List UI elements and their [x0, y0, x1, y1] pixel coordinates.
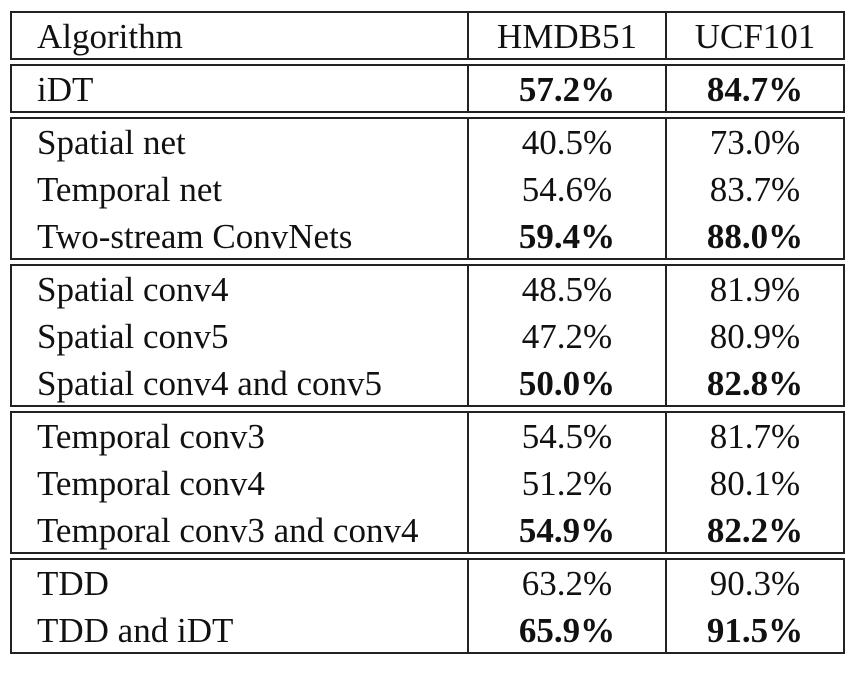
ucf101-cell: 84.7%	[706, 70, 804, 109]
hmdb51-cell: 59.4%	[518, 217, 616, 256]
hmdb51-cell: 63.2%	[521, 564, 613, 603]
table-group: Temporal conv3 54.5% 81.7% Temporal conv4 51…	[10, 411, 845, 554]
algorithm-cell: iDT	[37, 70, 94, 109]
hmdb51-cell: 57.2%	[518, 70, 616, 109]
table-row: Temporal conv3 and conv4 54.9% 82.2%	[12, 507, 843, 554]
ucf101-cell: 81.7%	[709, 417, 801, 456]
hmdb51-cell: 40.5%	[521, 123, 613, 162]
table-group: Spatial net 40.5% 73.0% Temporal net 54.6% 83…	[10, 117, 845, 260]
hmdb51-cell: 51.2%	[521, 464, 613, 503]
hmdb51-cell: 50.0%	[518, 364, 616, 403]
header-ucf101: UCF101	[694, 17, 816, 56]
table-row: TDD and iDT 65.9% 91.5%	[12, 607, 843, 654]
ucf101-cell: 80.9%	[709, 317, 801, 356]
algorithm-cell: Two-stream ConvNets	[37, 217, 353, 256]
algorithm-cell: Temporal conv3 and conv4	[37, 511, 419, 550]
ucf101-cell: 83.7%	[709, 170, 801, 209]
table-header: Algorithm HMDB51 UCF101	[10, 11, 845, 60]
hmdb51-cell: 65.9%	[518, 611, 616, 650]
table-row: Spatial conv5 47.2% 80.9%	[12, 313, 843, 360]
ucf101-cell: 82.8%	[706, 364, 804, 403]
hmdb51-cell: 48.5%	[521, 270, 613, 309]
ucf101-cell: 73.0%	[709, 123, 801, 162]
ucf101-cell: 88.0%	[706, 217, 804, 256]
hmdb51-cell: 54.5%	[521, 417, 613, 456]
ucf101-cell: 91.5%	[706, 611, 804, 650]
algorithm-cell: Spatial conv4 and conv5	[37, 364, 383, 403]
algorithm-cell: TDD	[37, 564, 109, 603]
hmdb51-cell: 54.6%	[521, 170, 613, 209]
hmdb51-cell: 54.9%	[518, 511, 616, 550]
hmdb51-cell: 47.2%	[521, 317, 613, 356]
ucf101-cell: 82.2%	[706, 511, 804, 550]
algorithm-cell: TDD and iDT	[37, 611, 234, 650]
table-row: TDD 63.2% 90.3%	[12, 560, 843, 607]
table-row: Temporal net 54.6% 83.7%	[12, 166, 843, 213]
header-algorithm: Algorithm	[37, 17, 183, 56]
algorithm-cell: Spatial conv5	[37, 317, 229, 356]
ucf101-cell: 81.9%	[709, 270, 801, 309]
table-row: Two-stream ConvNets 59.4% 88.0%	[12, 213, 843, 260]
table-row: iDT 57.2% 84.7%	[12, 66, 843, 113]
table-group: TDD 63.2% 90.3% TDD and iDT 65.9% 91.5%	[10, 558, 845, 654]
table-row: Spatial conv4 48.5% 81.9%	[12, 266, 843, 313]
algorithm-cell: Temporal conv3	[37, 417, 265, 456]
ucf101-cell: 90.3%	[709, 564, 801, 603]
table-row: Temporal conv3 54.5% 81.7%	[12, 413, 843, 460]
table-row: Temporal conv4 51.2% 80.1%	[12, 460, 843, 507]
table-group: Spatial conv4 48.5% 81.9% Spatial conv5 47.2…	[10, 264, 845, 407]
header-hmdb51: HMDB51	[496, 17, 638, 56]
table-row: Spatial conv4 and conv5 50.0% 82.8%	[12, 360, 843, 407]
algorithm-cell: Spatial net	[37, 123, 186, 162]
algorithm-cell: Spatial conv4	[37, 270, 229, 309]
algorithm-cell: Temporal conv4	[37, 464, 265, 503]
table-row: Spatial net 40.5% 73.0%	[12, 119, 843, 166]
algorithm-cell: Temporal net	[37, 170, 223, 209]
table-group: iDT 57.2% 84.7%	[10, 64, 845, 113]
header-row: Algorithm HMDB51 UCF101	[12, 13, 843, 60]
ucf101-cell: 80.1%	[709, 464, 801, 503]
